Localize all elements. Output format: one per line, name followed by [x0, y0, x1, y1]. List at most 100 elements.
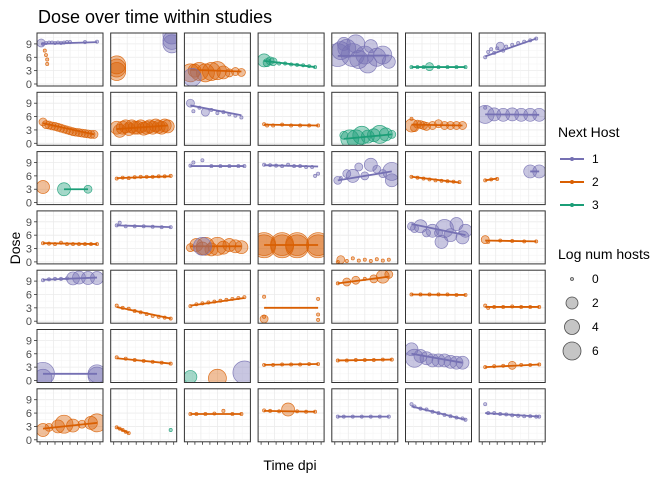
facet-panel: [405, 269, 472, 324]
facet-panel: [478, 388, 546, 445]
trend-line: [411, 352, 463, 364]
panel-data: [114, 355, 173, 366]
panel-data: [335, 357, 394, 363]
facet-panel: [257, 269, 325, 324]
data-point: [449, 355, 464, 370]
data-point: [184, 370, 198, 383]
panel-data: [114, 220, 173, 230]
facet-panel: [110, 269, 178, 324]
facet-panel: [331, 210, 399, 265]
panel-border: [331, 32, 399, 87]
panel-data: [114, 173, 173, 181]
data-point: [306, 234, 325, 259]
facet-panel: [478, 91, 546, 146]
data-point: [110, 58, 127, 78]
panel-data: [41, 240, 99, 247]
y-tick-label: 6: [26, 112, 32, 124]
data-point: [363, 157, 378, 172]
facet-panel: [331, 329, 399, 383]
panel-data: [37, 413, 103, 437]
panel-data: [110, 33, 177, 81]
legend-size-item: 4: [564, 319, 599, 335]
y-tick-label: 3: [26, 421, 32, 433]
panel-data: [188, 295, 247, 309]
panel-border: [110, 329, 178, 383]
data-point: [316, 317, 321, 322]
y-tick-label: 3: [26, 184, 32, 196]
panel-data: [483, 164, 546, 183]
data-point: [458, 223, 472, 238]
trend-line: [411, 223, 466, 237]
trend-line: [485, 239, 537, 243]
trend-line: [337, 358, 392, 362]
trend-line: [42, 276, 98, 281]
y-tick-label: 6: [26, 349, 32, 361]
trend-line: [190, 68, 242, 73]
trend-line: [485, 177, 498, 182]
facet-panel: [478, 210, 546, 265]
data-point: [483, 105, 488, 110]
panel-border: [183, 91, 251, 146]
facet-panel: [110, 388, 178, 445]
panel-grid: [110, 210, 178, 264]
data-point: [344, 259, 349, 263]
legend-color-item: 2: [560, 175, 599, 189]
data-point: [495, 41, 505, 51]
panel-grid: [257, 329, 325, 383]
data-point: [191, 160, 196, 165]
data-point: [336, 255, 346, 264]
data-point: [184, 67, 202, 86]
facet-panel: [331, 32, 399, 87]
data-point: [44, 53, 48, 57]
panel-border: [331, 329, 399, 383]
chart-title: Dose over time within studies: [38, 7, 272, 27]
data-point: [489, 47, 494, 52]
trend-line: [41, 41, 98, 45]
panel-border: [183, 210, 251, 265]
panel-data: [262, 122, 321, 128]
data-point: [162, 33, 177, 45]
legend-label: 2: [592, 296, 599, 310]
panel-border: [36, 329, 104, 383]
facet-panel: [478, 151, 546, 206]
panel-data: [188, 408, 244, 416]
panel-border: [405, 91, 472, 146]
panel-data: [186, 98, 244, 120]
y-tick-label: 0: [26, 376, 32, 388]
panel-grid: [110, 388, 178, 442]
data-point: [221, 408, 226, 413]
panel-data: [480, 235, 539, 244]
panel-border: [478, 269, 546, 324]
data-point: [37, 180, 50, 194]
data-point: [232, 360, 251, 383]
y-tick-label: 9: [26, 217, 32, 229]
data-point: [193, 236, 212, 256]
data-point: [350, 256, 355, 261]
panel-data: [409, 174, 462, 185]
panel-data: [409, 62, 468, 71]
panel-data: [110, 118, 175, 138]
trend-line: [190, 297, 245, 307]
trend-line: [411, 175, 460, 184]
data-point: [262, 294, 267, 299]
facet-panel: [183, 329, 251, 383]
facet-panel: [478, 329, 546, 383]
panel-data: [37, 38, 99, 66]
panel-data: [184, 360, 251, 383]
panel-border: [183, 329, 251, 383]
panel-border: [257, 269, 325, 324]
y-tick-label: 3: [26, 66, 32, 78]
panel-border: [183, 151, 251, 206]
panel-border: [331, 91, 399, 146]
trend-line: [343, 133, 392, 140]
panel-border: [110, 91, 178, 146]
panel-grid: [257, 151, 325, 205]
y-tick-label: 3: [26, 125, 32, 137]
trend-line: [484, 37, 537, 58]
panel-border: [478, 210, 546, 265]
panel-data: [38, 117, 99, 139]
